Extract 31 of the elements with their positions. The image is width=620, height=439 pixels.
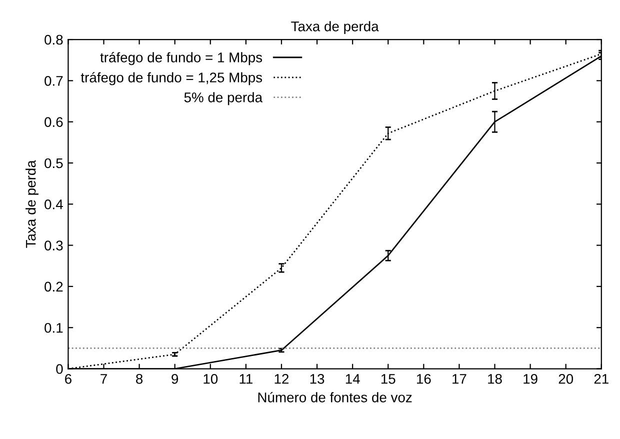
x-tick-label: 19 xyxy=(524,374,538,384)
x-tick-label: 17 xyxy=(452,374,466,384)
x-axis-title: Número de fontes de voz xyxy=(258,392,412,402)
legend-label: tráfego de fundo = 1,25 Mbps xyxy=(80,72,262,86)
legend-label: 5% de perda xyxy=(184,92,263,106)
y-tick-label: 0.2 xyxy=(44,282,63,292)
x-tick-label: 7 xyxy=(100,374,107,384)
x-tick-label: 21 xyxy=(594,374,608,384)
y-tick-label: 0 xyxy=(56,364,63,374)
y-tick-label: 0.6 xyxy=(44,117,63,127)
y-tick-label: 0.5 xyxy=(44,158,63,168)
x-tick-label: 9 xyxy=(172,374,178,384)
x-tick-label: 6 xyxy=(65,374,72,384)
x-tick-label: 12 xyxy=(274,374,289,384)
y-tick-label: 0.3 xyxy=(44,240,63,250)
x-tick-label: 20 xyxy=(558,374,574,384)
x-tick-label: 13 xyxy=(310,374,324,384)
x-tick-label: 14 xyxy=(346,374,360,384)
x-tick-label: 11 xyxy=(240,374,252,384)
x-tick-label: 15 xyxy=(381,374,396,384)
y-tick-label: 0.7 xyxy=(44,76,63,86)
x-tick-label: 16 xyxy=(417,374,431,384)
legend-label: tráfego de fundo = 1 Mbps xyxy=(100,52,262,66)
y-tick-label: 0.4 xyxy=(44,199,63,210)
x-tick-label: 18 xyxy=(488,374,502,384)
y-tick-label: 0.8 xyxy=(44,34,63,45)
chart-title: Taxa de perda xyxy=(291,21,379,34)
y-axis-title: Taxa de perda xyxy=(26,160,38,248)
y-tick-label: 0.1 xyxy=(44,322,63,333)
x-tick-label: 8 xyxy=(136,374,143,384)
x-tick-label: 10 xyxy=(204,374,218,384)
